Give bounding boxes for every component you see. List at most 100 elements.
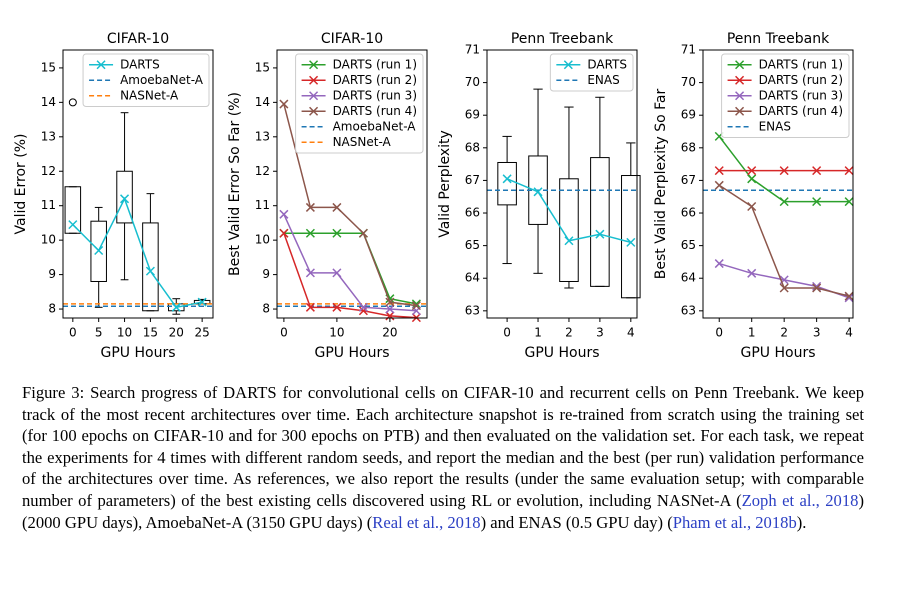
legend-marker <box>309 60 319 70</box>
legend-label: NASNet-A <box>120 88 179 102</box>
x-axis-label: GPU Hours <box>314 345 389 361</box>
y-axis-label: Valid Perplexity <box>437 130 453 238</box>
axes-frame <box>486 49 638 319</box>
marker <box>779 283 789 293</box>
y-tick-label: 8 <box>262 302 270 316</box>
x-tick-label: 5 <box>95 326 103 340</box>
chart-title: CIFAR-10 <box>321 31 383 47</box>
legend-box <box>295 53 424 154</box>
legend-marker <box>735 60 745 70</box>
legend-label: DARTS (run 3) <box>333 88 417 102</box>
y-tick-label: 9 <box>262 267 270 281</box>
marker <box>332 228 342 238</box>
legend-box <box>82 53 210 107</box>
legend-box <box>721 53 850 138</box>
marker <box>595 229 605 239</box>
marker <box>305 228 315 238</box>
caption-text: Figure 3: Search progress of DARTS for c… <box>22 383 864 510</box>
box <box>116 170 133 224</box>
y-tick-label: 11 <box>41 198 56 212</box>
y-tick-label: 64 <box>465 271 480 285</box>
y-tick-label: 71 <box>465 43 480 57</box>
series-line <box>283 232 417 305</box>
x-tick-label: 20 <box>382 326 397 340</box>
marker <box>197 297 207 307</box>
x-tick-label: 3 <box>596 326 604 340</box>
y-tick-label: 8 <box>48 302 56 316</box>
y-tick-label: 9 <box>48 267 56 281</box>
legend-label: NASNet-A <box>333 135 392 149</box>
marker <box>385 297 395 307</box>
y-tick-label: 15 <box>255 60 270 74</box>
marker <box>332 202 342 212</box>
legend-marker <box>735 75 745 85</box>
y-tick-label: 14 <box>41 95 56 109</box>
legend-label: DARTS <box>120 57 160 71</box>
marker <box>779 166 789 176</box>
legend-label: DARTS <box>587 57 627 71</box>
legend-label: DARTS (run 2) <box>759 73 843 87</box>
y-tick-label: 10 <box>255 233 270 247</box>
legend-label: ENAS <box>759 119 791 133</box>
legend-label: DARTS (run 1) <box>333 57 417 71</box>
x-tick-label: 1 <box>534 326 542 340</box>
y-tick-label: 69 <box>465 108 480 122</box>
marker <box>385 304 395 314</box>
caption-text: ) and ENAS (0.5 GPU day) ( <box>480 512 673 532</box>
marker <box>120 194 130 204</box>
y-tick-label: 71 <box>681 43 696 57</box>
series-line <box>283 233 417 319</box>
y-tick-label: 10 <box>41 233 56 247</box>
marker <box>812 166 822 176</box>
y-tick-label: 65 <box>465 238 480 252</box>
legend-label: DARTS (run 3) <box>759 88 843 102</box>
citation[interactable]: Zoph et al., 2018 <box>741 490 859 510</box>
x-tick-label: 10 <box>329 326 344 340</box>
y-axis-label: Valid Error (%) <box>13 134 29 235</box>
x-tick-label: 4 <box>627 326 635 340</box>
x-tick-label: 25 <box>194 326 209 340</box>
box <box>590 157 610 287</box>
x-tick-label: 20 <box>169 326 184 340</box>
legend: DARTS ENAS <box>549 53 634 92</box>
legend-marker <box>735 91 745 101</box>
y-tick-label: 12 <box>41 164 56 178</box>
legend-marker <box>309 91 319 101</box>
caption-text: ) (2000 GPU days), AmoebaNet-A (3150 GPU… <box>22 490 864 532</box>
box <box>559 178 579 282</box>
y-tick-label: 67 <box>681 173 696 187</box>
marker <box>844 166 854 176</box>
marker <box>305 202 315 212</box>
y-tick-label: 12 <box>255 164 270 178</box>
chart-title: CIFAR-10 <box>107 31 169 47</box>
legend-marker <box>563 60 573 70</box>
y-tick-label: 68 <box>681 140 696 154</box>
marker <box>305 268 315 278</box>
x-tick-label: 0 <box>69 326 77 340</box>
x-tick-label: 15 <box>143 326 158 340</box>
marker <box>714 180 724 190</box>
legend-label: AmoebaNet-A <box>120 73 204 87</box>
marker <box>812 197 822 207</box>
marker <box>145 266 155 276</box>
citation[interactable]: Real et al., 2018 <box>372 512 481 532</box>
marker <box>844 291 854 301</box>
marker <box>747 268 757 278</box>
x-tick-label: 10 <box>117 326 132 340</box>
legend-marker <box>309 106 319 116</box>
legend-marker <box>735 106 745 116</box>
marker <box>626 237 636 247</box>
x-axis-label: GPU Hours <box>524 345 599 361</box>
marker <box>747 201 757 212</box>
x-tick-label: 1 <box>748 326 756 340</box>
x-tick-label: 0 <box>715 326 723 340</box>
x-tick-label: 0 <box>280 326 288 340</box>
axes-frame <box>702 49 854 319</box>
citation[interactable]: Pham et al., 2018b <box>672 512 797 532</box>
y-tick-label: 13 <box>255 129 270 143</box>
x-tick-label: 2 <box>780 326 788 340</box>
y-tick-label: 63 <box>465 303 480 317</box>
marker <box>844 197 854 207</box>
